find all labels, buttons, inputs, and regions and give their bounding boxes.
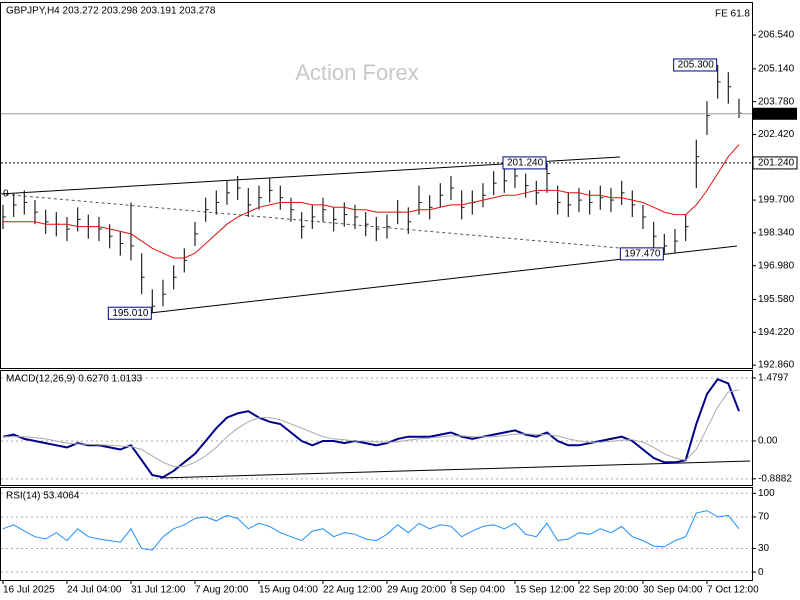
watermark: Action Forex <box>295 60 419 85</box>
panel-label: FE 61.8 <box>715 9 750 20</box>
x-tick-label: 15 Aug 04:00 <box>259 585 318 596</box>
y-tick-label: 196.980 <box>758 260 795 271</box>
y-tick-label: 198.340 <box>758 228 795 239</box>
level-box <box>752 156 798 170</box>
macd-trendline <box>159 460 751 479</box>
annotation-box <box>107 306 152 320</box>
x-tick-label: 30 Sep 04:00 <box>643 585 703 596</box>
indicator-line <box>2 377 740 479</box>
x-tick-label: 7 Oct 12:00 <box>707 585 759 596</box>
x-tick-label: 15 Sep 12:00 <box>515 585 575 596</box>
last-price-box <box>753 107 797 120</box>
x-tick-label: 22 Sep 20:00 <box>579 585 639 596</box>
y-tick-label: 70 <box>758 512 770 523</box>
y-tick-label: 100 <box>758 488 775 499</box>
annotation-label: 195.010 <box>112 308 149 319</box>
x-tick-label: 24 Jul 04:00 <box>67 585 122 596</box>
x-tick-label: 29 Aug 20:00 <box>387 585 446 596</box>
annotation-label: 201.240 <box>507 158 544 169</box>
panel-title: GBPJPY,H4 203.272 203.298 203.191 203.27… <box>6 6 216 17</box>
panel-title: MACD(12,26,9) 0.6270 1.0133 <box>6 374 143 385</box>
y-tick-label: 0 <box>758 567 764 578</box>
y-tick-label: 1.4797 <box>758 373 789 384</box>
y-tick-label: 199.700 <box>758 195 795 206</box>
level-label: 201.240 <box>758 158 795 169</box>
x-tick-label: 8 Sep 04:00 <box>451 585 505 596</box>
annotation-box <box>673 58 718 72</box>
y-tick-label: -0.8882 <box>758 473 792 484</box>
y-tick-label: 202.420 <box>758 129 795 140</box>
y-tick-label: 206.540 <box>758 30 795 41</box>
y-tick-label: 194.220 <box>758 327 795 338</box>
left-label: 0 <box>3 189 9 200</box>
trendline <box>0 193 621 249</box>
price-panel <box>0 2 753 369</box>
y-tick-label: 30 <box>758 543 770 554</box>
y-tick-label: 205.140 <box>758 63 795 74</box>
last-price-label: 203.278 <box>758 108 795 119</box>
annotation-label: 197.470 <box>624 249 661 260</box>
macd-panel <box>0 370 753 486</box>
y-tick-label: 0.00 <box>758 436 778 447</box>
y-tick-label: 195.580 <box>758 294 795 305</box>
indicator-line <box>3 389 740 468</box>
annotation-box <box>619 247 664 261</box>
panel-title: RSI(14) 53.4064 <box>6 491 80 502</box>
indicator-line <box>2 510 740 551</box>
x-tick-label: 7 Aug 20:00 <box>195 585 249 596</box>
y-tick-label: 192.860 <box>758 360 795 371</box>
annotation-box <box>502 156 547 170</box>
rsi-panel <box>0 487 753 581</box>
x-tick-label: 31 Jul 12:00 <box>131 585 186 596</box>
y-tick-label: 203.780 <box>758 96 795 107</box>
x-tick-label: 22 Aug 12:00 <box>323 585 382 596</box>
annotation-label: 205.300 <box>678 60 715 71</box>
x-tick-label: 16 Jul 2025 <box>3 585 55 596</box>
moving-average <box>3 144 740 259</box>
